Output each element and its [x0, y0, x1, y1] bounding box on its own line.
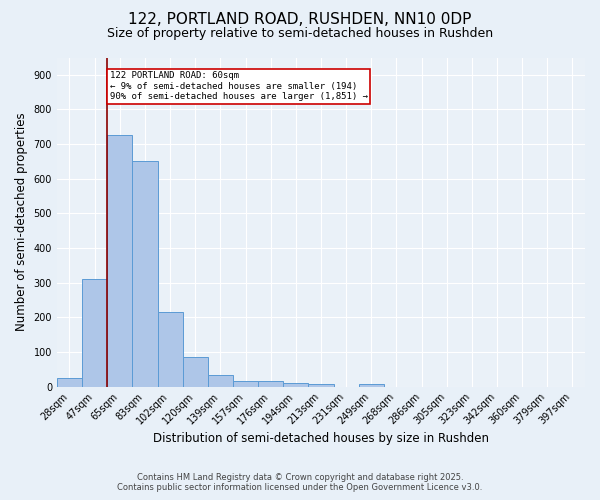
Text: 122, PORTLAND ROAD, RUSHDEN, NN10 0DP: 122, PORTLAND ROAD, RUSHDEN, NN10 0DP — [128, 12, 472, 28]
Y-axis label: Number of semi-detached properties: Number of semi-detached properties — [15, 113, 28, 332]
Bar — [283, 383, 308, 386]
Bar — [182, 357, 208, 386]
Bar — [233, 382, 258, 386]
X-axis label: Distribution of semi-detached houses by size in Rushden: Distribution of semi-detached houses by … — [153, 432, 489, 445]
Bar — [258, 382, 283, 386]
Bar — [133, 162, 158, 386]
Bar — [359, 384, 384, 386]
Bar — [208, 374, 233, 386]
Bar — [158, 312, 182, 386]
Bar — [82, 280, 107, 386]
Bar — [308, 384, 334, 386]
Bar — [107, 136, 133, 386]
Text: 122 PORTLAND ROAD: 60sqm
← 9% of semi-detached houses are smaller (194)
90% of s: 122 PORTLAND ROAD: 60sqm ← 9% of semi-de… — [110, 72, 368, 101]
Text: Contains HM Land Registry data © Crown copyright and database right 2025.
Contai: Contains HM Land Registry data © Crown c… — [118, 473, 482, 492]
Bar — [57, 378, 82, 386]
Text: Size of property relative to semi-detached houses in Rushden: Size of property relative to semi-detach… — [107, 28, 493, 40]
